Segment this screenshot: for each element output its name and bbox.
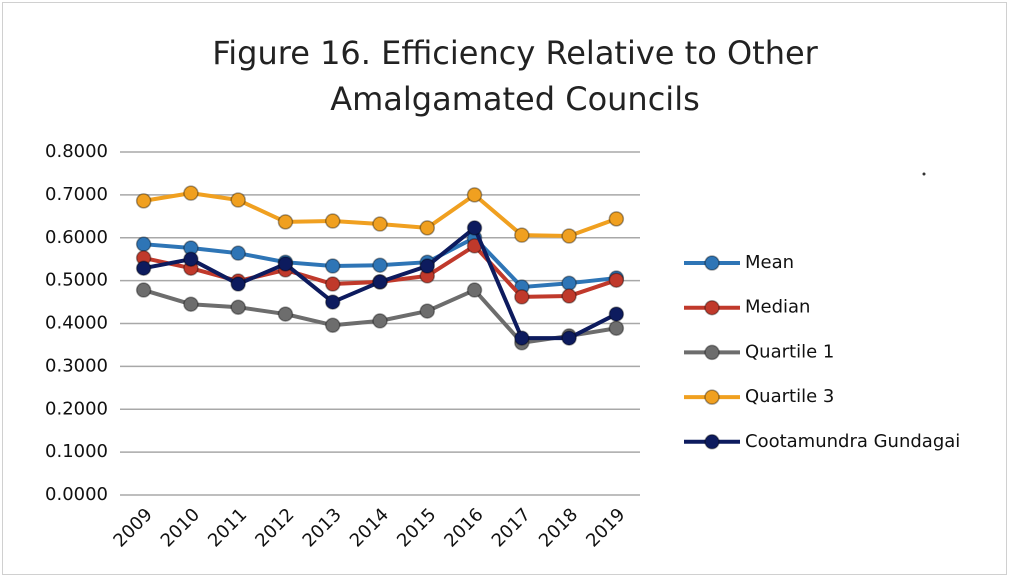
legend-marker — [704, 434, 720, 450]
data-point — [183, 296, 199, 312]
data-point — [277, 306, 294, 322]
data-point — [183, 251, 199, 267]
data-point — [514, 330, 530, 346]
data-point — [466, 187, 483, 203]
legend-marker — [704, 389, 720, 405]
data-point — [230, 192, 246, 208]
legend-label: Median — [745, 297, 810, 318]
data-point — [135, 236, 152, 252]
data-point — [561, 228, 577, 244]
legend-label: Quartile 1 — [745, 341, 834, 362]
legend-marker — [704, 344, 720, 361]
data-point — [324, 294, 341, 310]
y-tick-label: 0.8000 — [45, 141, 108, 162]
legend-label: Cootamundra Gundagai — [745, 431, 960, 452]
y-tick-label: 0.0000 — [45, 484, 108, 505]
data-point — [419, 303, 436, 319]
data-point — [135, 282, 152, 298]
x-tick-label: 2017 — [488, 504, 535, 551]
data-point — [277, 214, 294, 230]
data-point — [372, 216, 388, 232]
data-point — [324, 258, 341, 274]
data-point — [419, 220, 436, 236]
data-point — [230, 299, 246, 315]
y-tick-label: 0.3000 — [45, 355, 108, 376]
legend-label: Quartile 3 — [745, 386, 834, 407]
data-point — [324, 213, 341, 229]
data-point — [372, 257, 388, 273]
x-tick-label: 2013 — [299, 504, 346, 551]
data-point — [608, 320, 625, 336]
data-point — [230, 276, 246, 292]
data-point — [608, 272, 625, 288]
x-tick-label: 2012 — [251, 504, 298, 551]
data-point — [135, 193, 152, 209]
y-tick-label: 0.4000 — [45, 313, 108, 334]
x-tick-label: 2015 — [393, 504, 440, 551]
data-point — [277, 256, 294, 272]
data-point — [419, 258, 436, 274]
data-point — [514, 289, 530, 305]
y-tick-label: 0.6000 — [45, 227, 108, 248]
legend-marker — [704, 255, 720, 271]
stray-dot — [922, 172, 926, 176]
data-point — [466, 220, 483, 236]
y-tick-label: 0.5000 — [45, 270, 108, 291]
y-tick-label: 0.1000 — [45, 441, 108, 462]
data-point — [324, 317, 341, 333]
data-point — [608, 306, 625, 322]
x-tick-label: 2009 — [109, 504, 156, 551]
data-point — [561, 275, 577, 291]
x-tick-label: 2014 — [346, 504, 393, 551]
x-tick-label: 2016 — [440, 504, 487, 551]
data-point — [372, 274, 388, 290]
data-point — [514, 227, 530, 243]
chart-title: Figure 16. Efficiency Relative to Other … — [212, 34, 818, 118]
legend-label: Mean — [745, 252, 794, 273]
legend-marker — [704, 299, 720, 316]
data-point — [608, 211, 625, 227]
data-point — [466, 282, 483, 298]
x-tick-label: 2018 — [535, 504, 582, 551]
data-point — [561, 330, 577, 346]
x-tick-label: 2019 — [582, 504, 629, 551]
x-tick-label: 2010 — [157, 504, 204, 551]
data-point — [324, 276, 341, 292]
y-tick-label: 0.7000 — [45, 184, 108, 205]
data-point — [230, 245, 246, 261]
y-tick-label: 0.2000 — [45, 398, 108, 419]
data-point — [183, 185, 199, 201]
data-point — [372, 313, 388, 329]
x-tick-label: 2011 — [204, 504, 251, 551]
data-point — [135, 260, 152, 276]
data-point — [561, 288, 577, 304]
